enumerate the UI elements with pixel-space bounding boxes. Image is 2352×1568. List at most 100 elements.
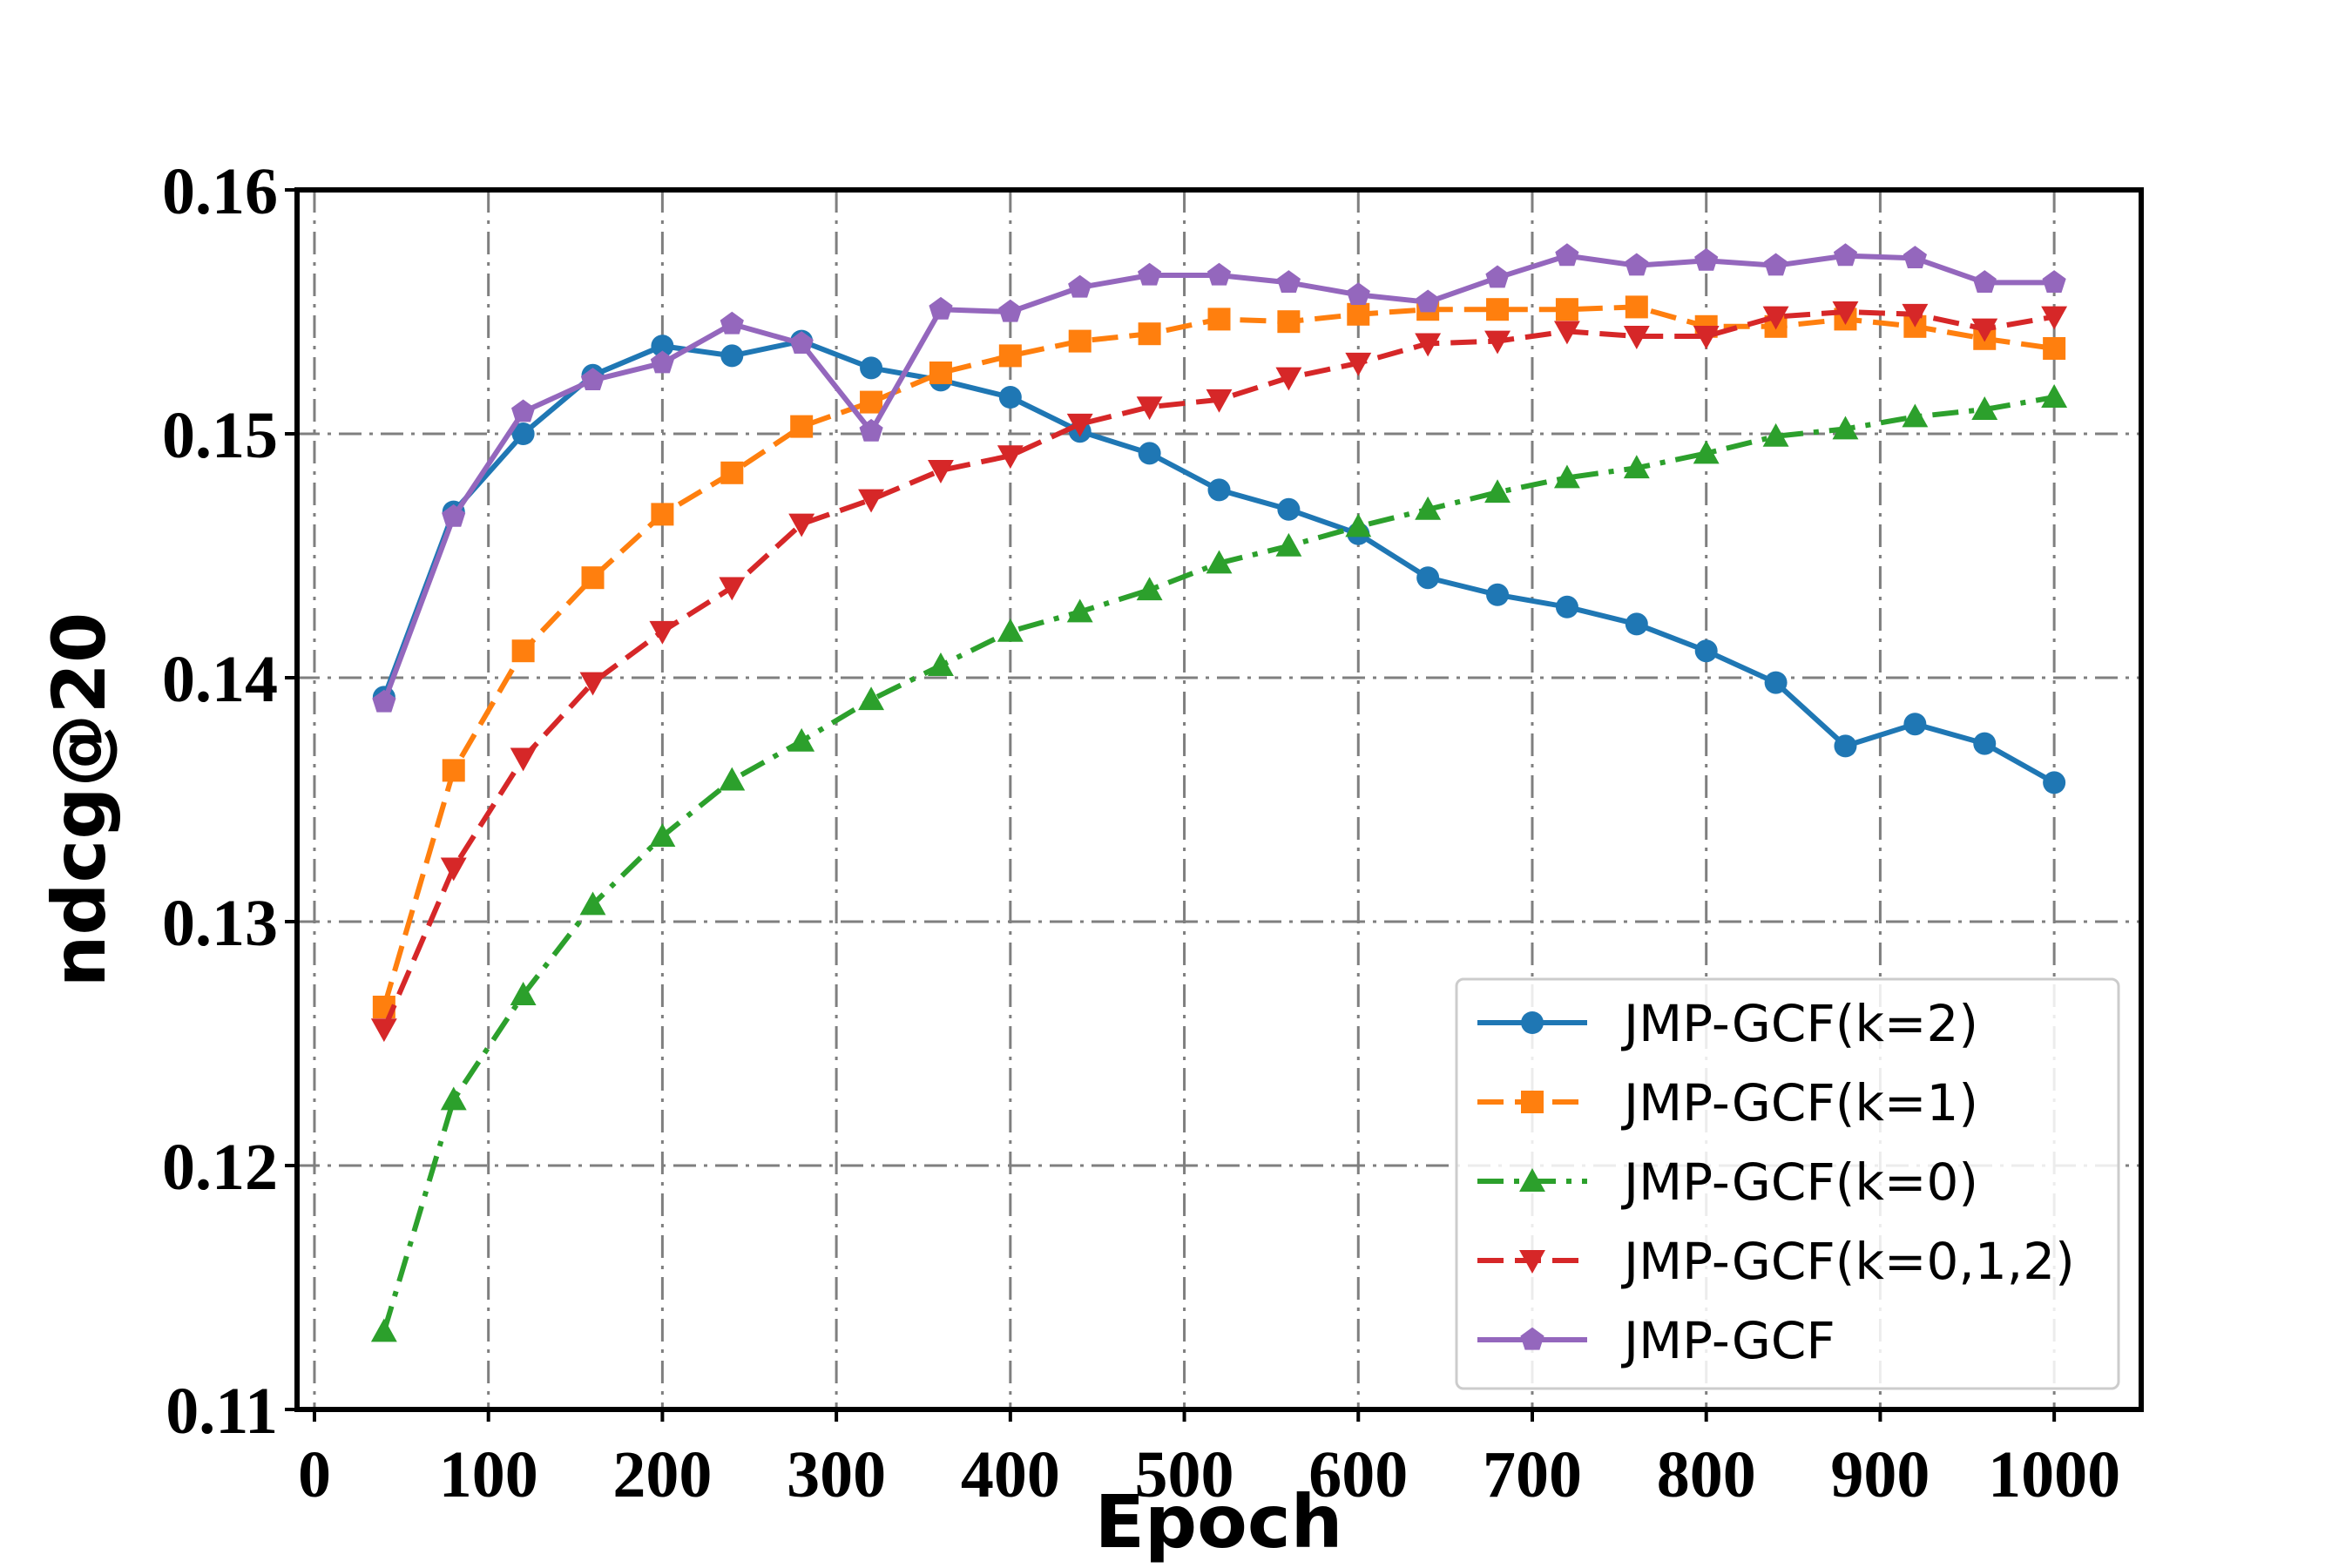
data-point: [788, 727, 815, 752]
data-point: [997, 445, 1024, 470]
data-point: [2043, 337, 2066, 360]
data-point: [1903, 246, 1927, 268]
y-tick-label: 0.12: [162, 1131, 278, 1204]
data-point: [1832, 301, 1859, 325]
y-tick-label: 0.11: [166, 1375, 278, 1448]
plot-frame: [294, 187, 2144, 1412]
data-point: [510, 747, 537, 772]
data-point: [928, 460, 954, 483]
data-point: [1275, 532, 1302, 557]
data-point: [579, 672, 606, 696]
data-point: [1136, 396, 1163, 421]
data-point: [719, 767, 746, 791]
legend-marker: [1520, 1327, 1544, 1350]
data-point: [2042, 270, 2066, 293]
data-point: [1553, 464, 1580, 489]
data-point: [510, 982, 537, 1005]
data-point: [580, 368, 605, 390]
x-tick-label: 500: [1135, 1438, 1234, 1511]
data-point: [1275, 367, 1302, 391]
data-point: [1345, 513, 1372, 537]
data-point: [1138, 262, 1162, 286]
data-point: [1833, 243, 1858, 267]
x-tick-label: 600: [1308, 1438, 1408, 1511]
data-point: [929, 362, 952, 384]
legend-box: [1455, 977, 2120, 1390]
data-point: [1136, 577, 1163, 601]
data-point: [1764, 253, 1788, 276]
data-point: [1972, 270, 1997, 293]
data-point: [1207, 308, 1231, 331]
data-point: [720, 344, 744, 368]
legend-label: JMP-GCF(k=1): [1621, 1073, 1978, 1132]
data-point: [859, 418, 883, 442]
x-tick-label: 800: [1657, 1438, 1756, 1511]
data-point: [581, 566, 605, 590]
data-point: [1762, 422, 1789, 447]
data-point: [649, 620, 676, 645]
x-tick-label: 700: [1483, 1438, 1582, 1511]
y-tick-label: 0.15: [162, 399, 278, 472]
data-point: [2041, 306, 2068, 330]
data-point: [858, 686, 885, 711]
legend-item: JMP-GCF: [1477, 1311, 1835, 1370]
series-layer: [370, 243, 2068, 1342]
data-point: [1764, 671, 1788, 694]
x-tick-label: 400: [961, 1438, 1060, 1511]
data-point: [1415, 333, 1442, 357]
data-point: [858, 489, 885, 513]
data-point: [1416, 566, 1440, 590]
x-tick-label: 200: [612, 1438, 712, 1511]
y-tick-label: 0.13: [162, 887, 278, 960]
y-axis-ticks: 0.11 0.12 0.13 0.14 0.15 0.16: [162, 155, 297, 1448]
x-tick-label: 100: [439, 1438, 538, 1511]
data-point: [579, 891, 606, 916]
data-point: [1138, 322, 1161, 346]
data-point: [1693, 326, 1720, 349]
data-point: [720, 461, 744, 484]
data-point: [1973, 732, 1997, 755]
data-point: [1834, 734, 1857, 758]
data-point: [1555, 298, 1578, 321]
data-point: [860, 390, 883, 414]
data-point: [2043, 771, 2066, 794]
data-point: [1277, 310, 1301, 334]
data-point: [442, 504, 466, 527]
data-point: [1206, 262, 1232, 286]
data-point: [440, 1086, 467, 1111]
x-axis-ticks: 0 100 200 300 400 500 600 700 800 900 1000: [298, 1409, 2120, 1511]
data-point: [1623, 455, 1650, 479]
data-point: [1903, 713, 1927, 736]
data-point: [1484, 479, 1511, 504]
legend-item: JMP-GCF(k=0,1,2): [1477, 1232, 2075, 1291]
data-point: [788, 513, 815, 537]
data-point: [651, 335, 674, 358]
data-point: [1694, 247, 1719, 271]
legend-item: JMP-GCF(k=1): [1477, 1073, 1978, 1132]
data-point: [719, 577, 746, 601]
data-point: [1971, 396, 1998, 420]
data-point: [1486, 298, 1510, 321]
data-point: [1902, 403, 1929, 428]
data-point: [1068, 329, 1092, 353]
y-tick-label: 0.14: [162, 643, 278, 716]
data-point: [998, 299, 1023, 322]
series-4: [370, 301, 2068, 1043]
data-point: [720, 311, 744, 335]
data-point: [1484, 330, 1511, 355]
data-point: [1623, 326, 1650, 349]
data-point: [1206, 389, 1233, 413]
data-point: [511, 399, 536, 422]
x-tick-label: 300: [787, 1438, 886, 1511]
data-point: [1625, 253, 1649, 276]
data-point: [649, 823, 676, 847]
data-point: [1555, 243, 1579, 267]
data-point: [860, 356, 883, 380]
data-point: [440, 857, 467, 882]
data-point: [1485, 265, 1510, 288]
legend-item: JMP-GCF(k=2): [1477, 994, 1978, 1053]
legend-label: JMP-GCF(k=0,1,2): [1621, 1232, 2075, 1291]
data-point: [442, 759, 465, 782]
data-point: [1068, 274, 1092, 298]
legend-item: JMP-GCF(k=0): [1477, 1152, 1978, 1212]
